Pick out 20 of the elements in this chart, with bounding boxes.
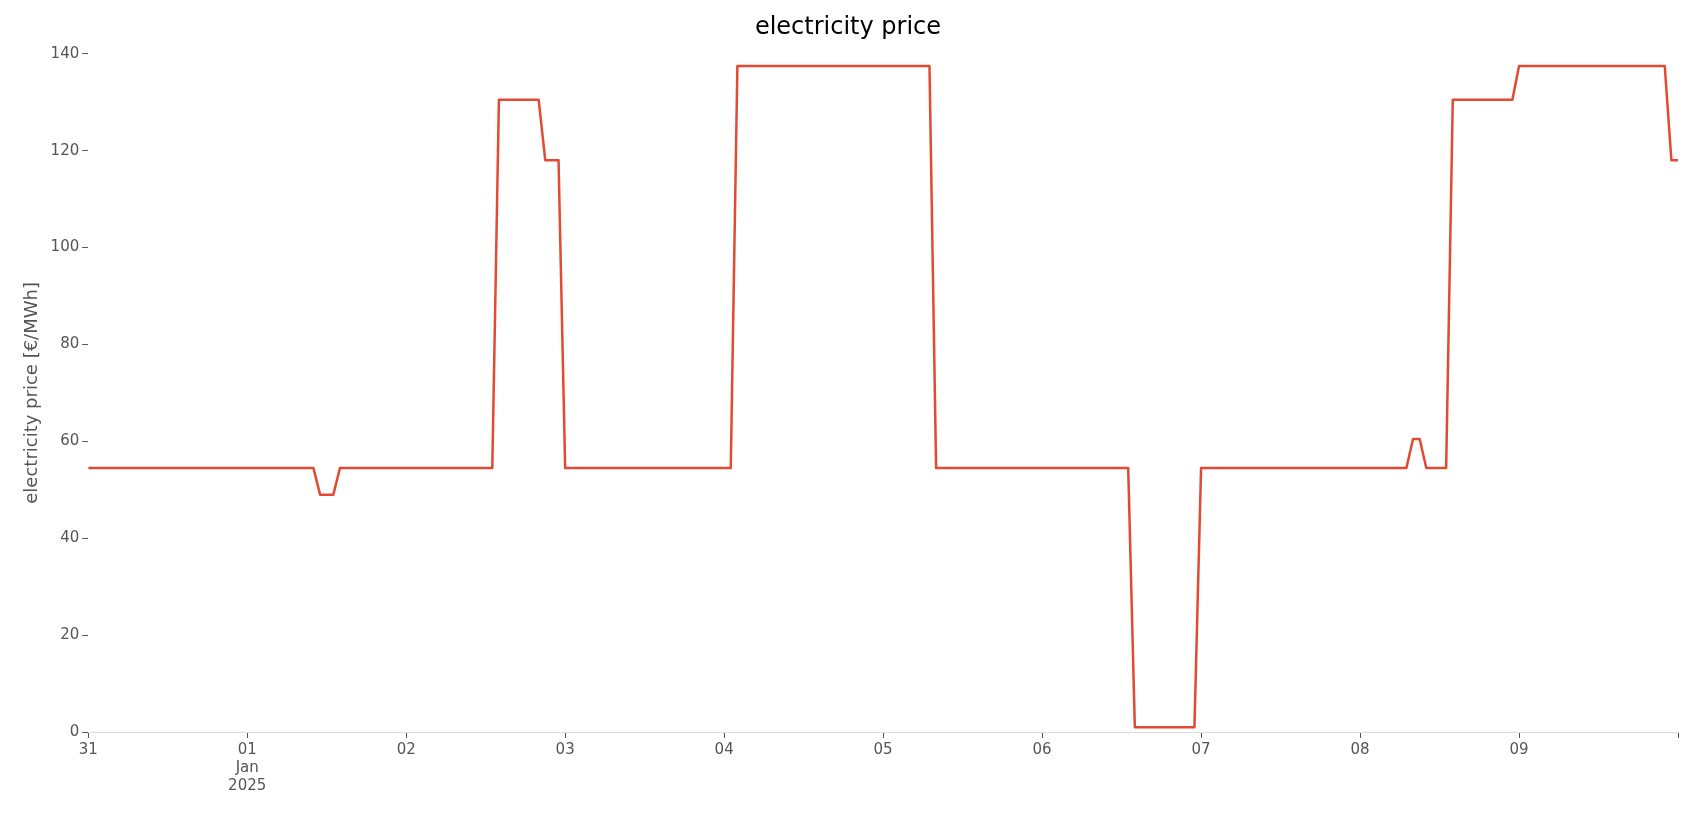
x-tick-label: 31 — [78, 739, 98, 758]
y-tick-label: 0 — [69, 721, 80, 740]
x-tick-label: 03 — [555, 739, 575, 758]
x-tick-label: 09 — [1509, 739, 1529, 758]
y-tick-label: 20 — [60, 625, 80, 643]
x-tick-label: 06 — [1032, 739, 1052, 758]
y-tick-label: 60 — [60, 431, 80, 450]
chart-title: electricity price — [754, 11, 942, 40]
x-tick-label: 05 — [873, 739, 893, 758]
y-tick-label: 140 — [50, 43, 80, 62]
x-tick-label: 04 — [714, 739, 734, 758]
x-tick-label: 01 Jan 2025 — [228, 739, 267, 794]
y-tick-label: 40 — [60, 528, 80, 547]
y-tick-label: 80 — [60, 334, 80, 353]
y-tick-label: 120 — [50, 140, 80, 159]
y-axis-title: electricity price [€/MWh] — [20, 282, 42, 504]
x-tick-label: 08 — [1350, 739, 1370, 758]
y-tick-label: 100 — [50, 237, 80, 256]
x-tick-label: 02 — [396, 739, 416, 758]
x-tick-label: 07 — [1191, 739, 1211, 758]
